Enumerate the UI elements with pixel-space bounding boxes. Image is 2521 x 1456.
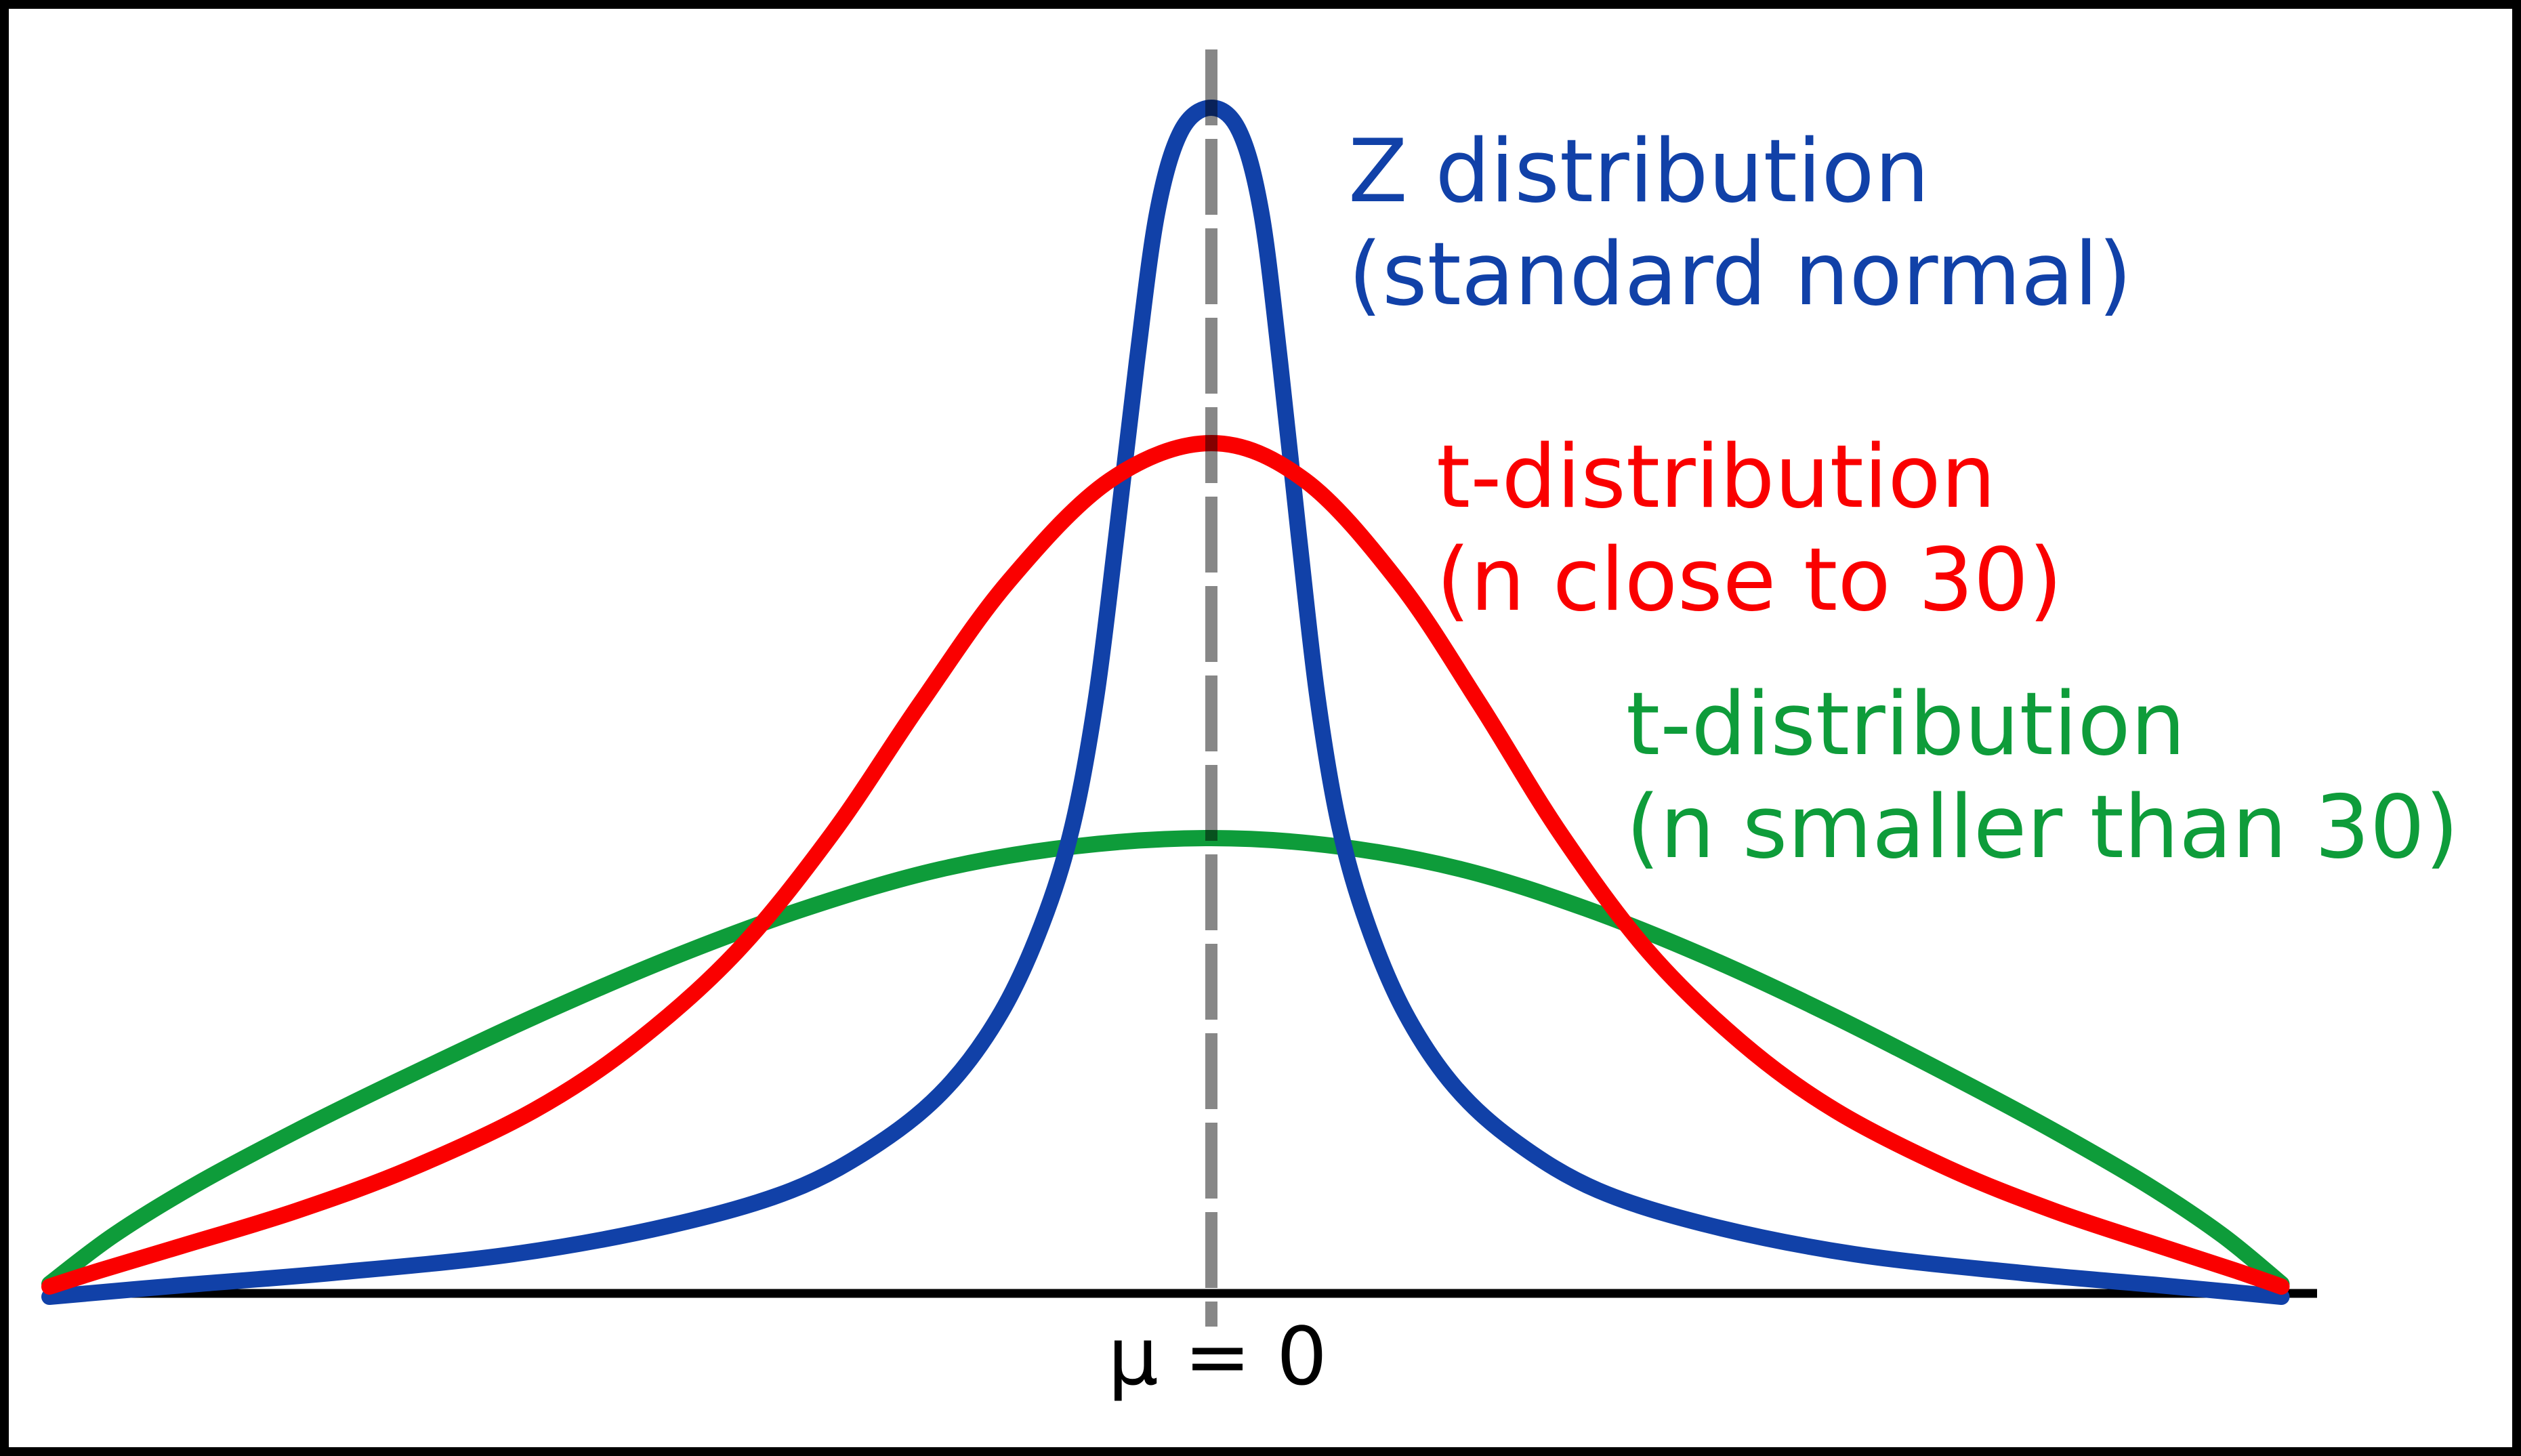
curve-1 [41, 435, 2290, 1295]
label-t-close-30-line1: t-distribution [1436, 427, 1996, 528]
label-z-distribution-line1: Z distribution [1348, 121, 1930, 222]
label-t-close-30-line2: (n close to 30) [1436, 530, 2062, 631]
label-z-distribution-line2: (standard normal) [1348, 224, 2132, 325]
label-t-smaller-30-line2: (n smaller than 30) [1626, 777, 2459, 878]
curve-0 [41, 100, 2290, 1305]
curves [41, 100, 2290, 1305]
mean-label: μ = 0 [1108, 1310, 1327, 1403]
label-t-smaller-30-line1: t-distribution [1626, 674, 2186, 775]
curve-2 [41, 830, 2290, 1292]
